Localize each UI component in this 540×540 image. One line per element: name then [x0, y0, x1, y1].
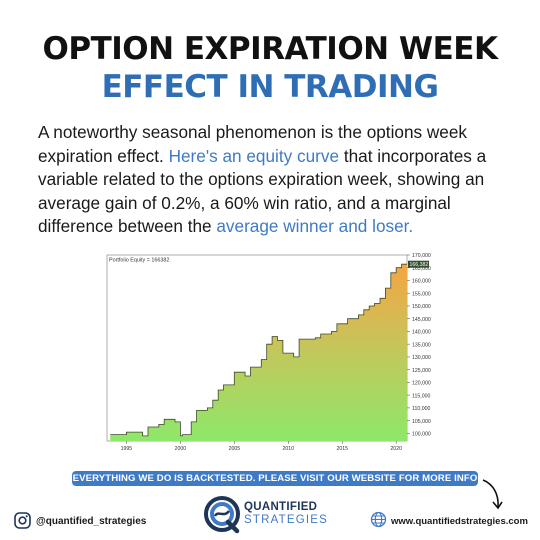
body-text-1: A noteworthy seasonal phenomenon is the …: [38, 122, 468, 166]
page-title-line2: EFFECT IN TRADING: [101, 69, 439, 105]
y-tick-label: 165,000: [412, 266, 431, 272]
y-tick-label: 160,000: [412, 279, 431, 285]
curved-arrow-icon: [482, 479, 503, 510]
y-tick-label: 155,000: [412, 291, 431, 297]
equity-chart: 100,000 105,000 110,000 115,000 120,000 125,0…: [105, 253, 437, 458]
x-tick-label: 1995: [121, 446, 133, 452]
x-tick-label: 2020: [390, 446, 402, 452]
current-value-badge: [408, 260, 429, 268]
x-tick-label: 2010: [283, 446, 295, 452]
equity-chart-svg: 100,000 105,000 110,000 115,000 120,000 125,0…: [106, 253, 431, 452]
y-tick-label: 115,000: [412, 393, 430, 399]
brand-name-bottom: STRATEGIES: [244, 514, 328, 526]
current-value-label: 166,382: [410, 262, 429, 268]
y-tick-label: 140,000: [412, 330, 431, 336]
body-text-2: that incorporates a variable related to …: [38, 145, 487, 237]
y-tick-label: 105,000: [412, 419, 431, 425]
chart-title: Portfolio Equity = 166382: [109, 258, 169, 264]
y-tick-label: 170,000: [412, 253, 431, 259]
body-paragraph: A noteworthy seasonal phenomenon is the …: [38, 121, 508, 239]
equity-line: [110, 263, 407, 437]
y-tick-label: 150,000: [412, 304, 431, 310]
instagram-icon[interactable]: [14, 512, 31, 529]
equity-area: [110, 264, 407, 441]
y-tick-label: 145,000: [412, 317, 431, 323]
brand-name-top: QUANTIFIED: [244, 501, 318, 513]
body-link-equity-curve[interactable]: Here's an equity curve: [168, 145, 340, 166]
x-tick-label: 2000: [175, 446, 187, 452]
page-title-line1: OPTION EXPIRATION WEEK: [42, 31, 498, 67]
website-link[interactable]: www.quantifiedstrategies.com: [391, 516, 528, 527]
y-tick-label: 135,000: [412, 342, 431, 348]
x-tick-label: 2005: [229, 446, 241, 452]
y-tick-label: 110,000: [412, 406, 430, 412]
quantified-strategies-logo: [204, 496, 240, 534]
y-tick-label: 120,000: [412, 381, 431, 387]
y-tick-label: 130,000: [412, 355, 431, 361]
body-link-winner-loser[interactable]: average winner and loser.: [216, 216, 414, 236]
y-tick-label: 125,000: [412, 368, 431, 374]
instagram-handle[interactable]: @quantified_strategies: [36, 516, 147, 527]
backtested-banner: EVERYTHING WE DO IS BACKTESTED. PLEASE V…: [72, 471, 478, 486]
x-tick-label: 2015: [336, 446, 348, 452]
globe-icon: [370, 511, 387, 528]
y-tick-label: 100,000: [412, 432, 431, 438]
